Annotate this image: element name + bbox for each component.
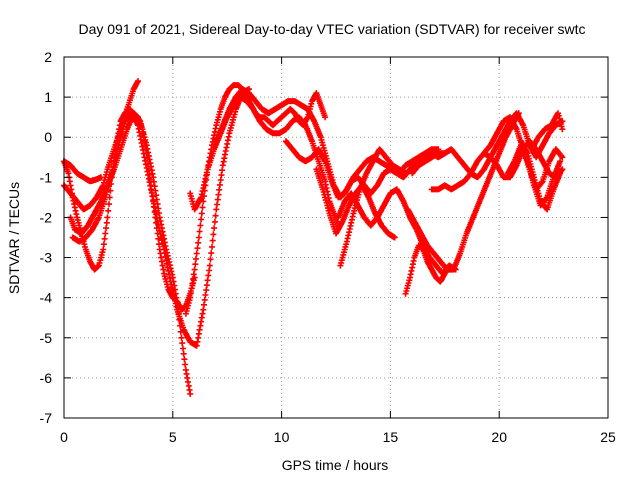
- x-tick-label: 25: [600, 429, 616, 445]
- x-tick-label: 20: [491, 429, 507, 445]
- x-axis-label: GPS time / hours: [282, 457, 389, 473]
- series-markers: [409, 110, 566, 181]
- series-markers: [61, 78, 141, 213]
- series-sat-s: [518, 138, 564, 213]
- x-tick-label: 5: [169, 429, 177, 445]
- series-sat-e: [69, 86, 252, 349]
- x-tick-label: 15: [383, 429, 399, 445]
- series-markers: [518, 138, 564, 213]
- y-tick-label: -3: [40, 250, 53, 266]
- series-sat-b: [61, 78, 141, 213]
- y-tick-label: 1: [44, 89, 52, 105]
- y-tick-label: -1: [40, 169, 53, 185]
- data-marks: [61, 78, 566, 397]
- x-tick-label: 0: [60, 429, 68, 445]
- y-axis-label: SDTVAR / TECUs: [6, 182, 22, 294]
- y-tick-label: -4: [40, 290, 53, 306]
- series-sat-o: [409, 110, 566, 181]
- series-sat-m: [402, 242, 453, 297]
- series-sat-t: [528, 110, 566, 153]
- y-tick-label: -7: [40, 410, 53, 426]
- plot-frame: [63, 56, 609, 419]
- x-axis-ticks: 0 5 10 15 20 25: [60, 57, 616, 445]
- series-markers: [402, 242, 453, 297]
- series-markers: [528, 110, 566, 153]
- grid-lines: [64, 57, 608, 418]
- chart-title: Day 091 of 2021, Sidereal Day-to-day VTE…: [78, 21, 585, 37]
- y-tick-label: 2: [44, 49, 52, 65]
- series-markers: [69, 86, 252, 349]
- y-axis-ticks: -7 -6 -5 -4 -3 -2 -1 0 1 2: [40, 49, 608, 426]
- x-tick-label: 10: [274, 429, 290, 445]
- y-tick-label: 0: [44, 129, 52, 145]
- y-tick-label: -6: [40, 370, 53, 386]
- y-tick-label: -2: [40, 209, 53, 225]
- y-tick-label: -5: [40, 330, 53, 346]
